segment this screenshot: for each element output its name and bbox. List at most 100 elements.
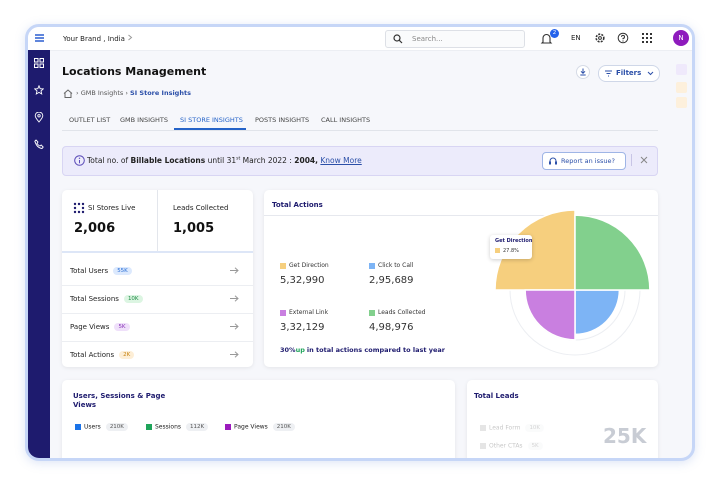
arrow-icon [230, 267, 239, 274]
dashboard-icon[interactable] [34, 58, 44, 68]
tab[interactable]: POSTS INSIGHTS [255, 116, 310, 124]
arrow-icon [230, 295, 239, 302]
help-icon[interactable] [617, 32, 629, 44]
banner-emphasis: Billable Locations [130, 156, 206, 165]
action-label: External Link [289, 309, 329, 316]
tab-underline [174, 128, 246, 130]
tab[interactable]: GMB INSIGHTS [120, 116, 169, 124]
action-label: Leads Collected [378, 309, 426, 316]
tooltip-swatch [495, 248, 500, 253]
notification-badge: 2 [550, 29, 559, 38]
tab[interactable]: CALL INSIGHTS [321, 116, 371, 124]
metric-label: Total Actions 2K [70, 351, 135, 359]
summary-card: SI Stores Live 2,006 Leads Collected 1,0… [62, 190, 253, 367]
separator: › [125, 89, 128, 97]
close-button[interactable] [640, 156, 648, 164]
arrow [230, 323, 239, 330]
lead-swatch [480, 443, 486, 449]
banner-date-rest: March 2022 : [242, 156, 292, 165]
actions-footer: 30%up in total actions compared to last … [280, 346, 445, 354]
chevron [128, 34, 133, 41]
brand[interactable]: Your Brand , India [63, 35, 125, 43]
rose-wedge[interactable] [574, 289, 621, 336]
metric-row[interactable]: Total Sessions 10K [62, 285, 253, 314]
search-icon [393, 34, 403, 44]
legend-swatch [280, 263, 286, 269]
action-value: 5,32,990 [280, 275, 325, 286]
filters-button[interactable]: Filters [598, 65, 660, 82]
brand-selector[interactable]: Your Brand , India [63, 34, 133, 43]
breadcrumb-item[interactable]: GMB Insights [80, 89, 124, 97]
bell-icon[interactable] [540, 32, 554, 46]
search-box[interactable]: Search... [385, 30, 525, 48]
rose-wedge[interactable] [574, 214, 651, 291]
location-icon[interactable] [34, 112, 44, 123]
rail-item[interactable] [676, 82, 687, 93]
know-more-link[interactable]: Know More [320, 156, 362, 165]
stores-icon [73, 202, 85, 214]
legend-swatch [75, 424, 81, 430]
metric-row[interactable]: Total Users 55K [62, 257, 253, 286]
users-sessions-card: Users, Sessions & Page Views Users 210K Se… [62, 380, 455, 458]
apps-icon[interactable] [642, 33, 652, 43]
rose-wedge[interactable] [524, 289, 576, 341]
chevron [647, 71, 654, 76]
download-button[interactable] [576, 65, 590, 79]
banner-text: Total no. of Billable Locations until 31… [87, 156, 362, 165]
leads-total: 25K [603, 424, 647, 448]
metric-badge: 55K [113, 267, 132, 275]
separator: › [76, 89, 79, 97]
avatar[interactable]: N [673, 30, 689, 46]
settings-icon[interactable] [594, 32, 606, 44]
divider [631, 154, 632, 166]
legend-label: Page Views [234, 423, 268, 431]
info-banner: Total no. of Billable Locations until 31… [62, 146, 658, 176]
phone-icon[interactable] [34, 139, 44, 149]
app-frame: Your Brand , India Search... 2 EN N Loca… [25, 24, 695, 461]
summary-label: Leads Collected [173, 204, 229, 212]
search-placeholder: Search... [412, 35, 443, 43]
arrow [230, 351, 239, 358]
tab[interactable]: SI STORE INSIGHTS [180, 116, 243, 124]
page-title: Locations Management [62, 65, 207, 78]
rail-item[interactable] [676, 64, 687, 75]
tooltip: Get Direction 27.8% [490, 235, 532, 259]
home-icon[interactable] [63, 89, 73, 98]
divider [264, 215, 658, 216]
arrow-icon [230, 323, 239, 330]
lead-item: Lead Form 10K [489, 424, 545, 432]
action-label: Get Direction [289, 262, 329, 269]
arrow [230, 267, 239, 274]
language[interactable]: EN [571, 34, 581, 42]
banner-prefix: Total no. of [87, 156, 129, 165]
report-button[interactable]: Report an issue? [542, 152, 626, 170]
menu-icon[interactable] [34, 33, 45, 43]
divider [62, 251, 253, 253]
star-icon[interactable] [34, 85, 44, 95]
metric-badge: 5K [114, 323, 130, 331]
footer-text: in total actions compared to last year [306, 346, 445, 354]
legend-item[interactable]: Users 210K [84, 423, 128, 431]
tabs-divider [62, 130, 658, 131]
metric-row[interactable]: Page Views 5K [62, 313, 253, 342]
metric-badge: 2K [119, 351, 135, 359]
banner-count: 2004, [294, 156, 318, 165]
lead-label: Other CTAs [489, 442, 523, 450]
rail-item[interactable] [676, 97, 687, 108]
tooltip-value: 27.8% [503, 248, 519, 254]
summary-value: 2,006 [74, 221, 116, 236]
lead-label: Lead Form [489, 424, 521, 432]
tab[interactable]: OUTLET LIST [69, 116, 111, 124]
card-title: Total Leads [474, 392, 519, 400]
legend-item[interactable]: Page Views 210K [234, 423, 295, 431]
filter-icon [605, 70, 612, 77]
rose-wedge[interactable] [494, 209, 576, 291]
summary-value: 1,005 [173, 221, 215, 236]
legend-badge: 210K [105, 423, 128, 431]
action-value: 2,95,689 [369, 275, 414, 286]
legend-item[interactable]: Sessions 112K [155, 423, 209, 431]
metric-label: Total Sessions 10K [70, 295, 143, 303]
metric-row[interactable]: Total Actions 2K [62, 341, 253, 369]
divider [157, 190, 158, 251]
